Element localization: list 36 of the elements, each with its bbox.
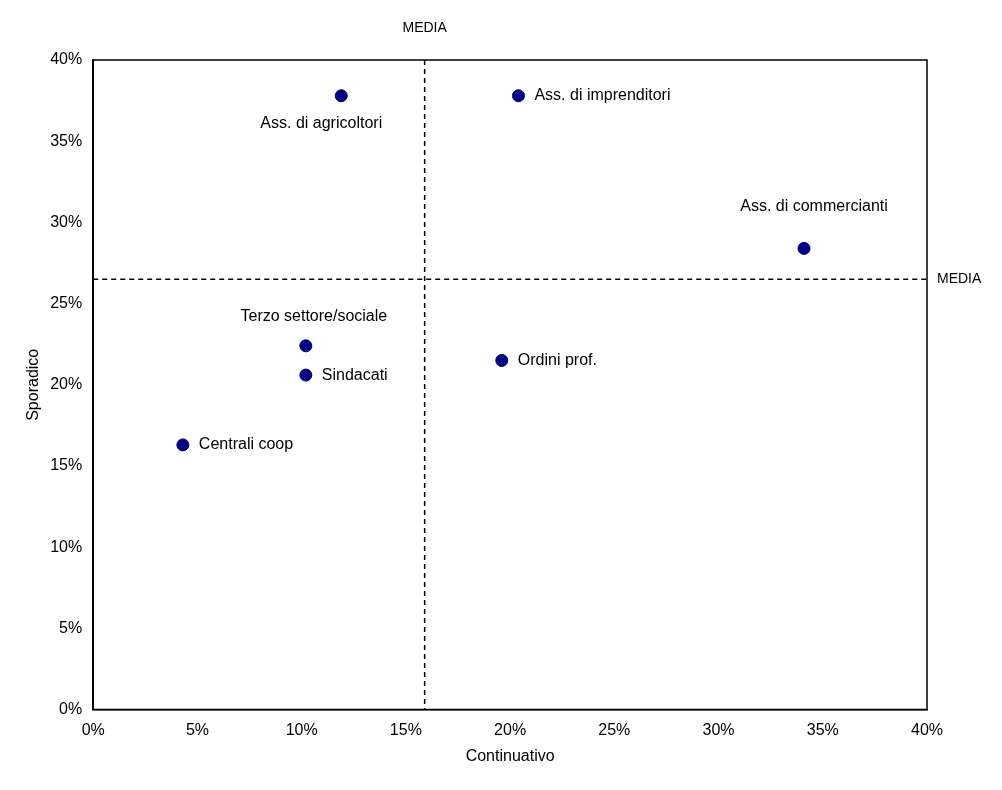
y-axis-title: Sporadico	[24, 348, 42, 421]
x-tick-label: 5%	[185, 720, 210, 738]
point	[511, 89, 525, 103]
x-tick-label: 15%	[389, 720, 422, 738]
point	[299, 339, 313, 353]
ref-line-label: MEDIA	[402, 18, 448, 35]
annotation: Centrali coop	[198, 435, 294, 453]
annotation: Ass. di agricoltori	[260, 114, 383, 132]
y-tick-label: 30%	[50, 212, 83, 230]
x-tick-label: 40%	[910, 720, 944, 738]
annotation: Ass. di imprenditori	[534, 86, 671, 104]
y-tick-label: 5%	[59, 618, 83, 636]
y-tick-label: 15%	[50, 456, 83, 474]
y-tick-label: 40%	[50, 50, 83, 68]
point	[299, 368, 313, 382]
y-tick-label: 0%	[59, 700, 83, 718]
y-tick-label: 10%	[50, 537, 83, 555]
ref-line-label: MEDIA	[937, 270, 982, 287]
annotation: Ordini prof.	[517, 350, 597, 368]
annotation: Sindacati	[321, 366, 388, 384]
x-tick-label: 35%	[806, 720, 839, 738]
x-tick-label: 0%	[81, 720, 105, 738]
x-tick-label: 10%	[285, 720, 318, 738]
point	[495, 353, 509, 367]
x-tick-label: 25%	[598, 720, 631, 738]
x-axis-title: Continuativo	[465, 746, 555, 764]
point	[334, 89, 348, 103]
y-tick-label: 35%	[50, 131, 83, 149]
annotation: Ass. di commercianti	[740, 196, 888, 214]
x-tick-label: 20%	[494, 720, 527, 738]
y-tick-label: 20%	[50, 375, 83, 393]
annotation: Terzo settore/sociale	[240, 307, 388, 325]
point	[176, 438, 190, 452]
x-tick-label: 30%	[702, 720, 735, 738]
point	[797, 241, 811, 255]
y-tick-label: 25%	[50, 294, 83, 312]
